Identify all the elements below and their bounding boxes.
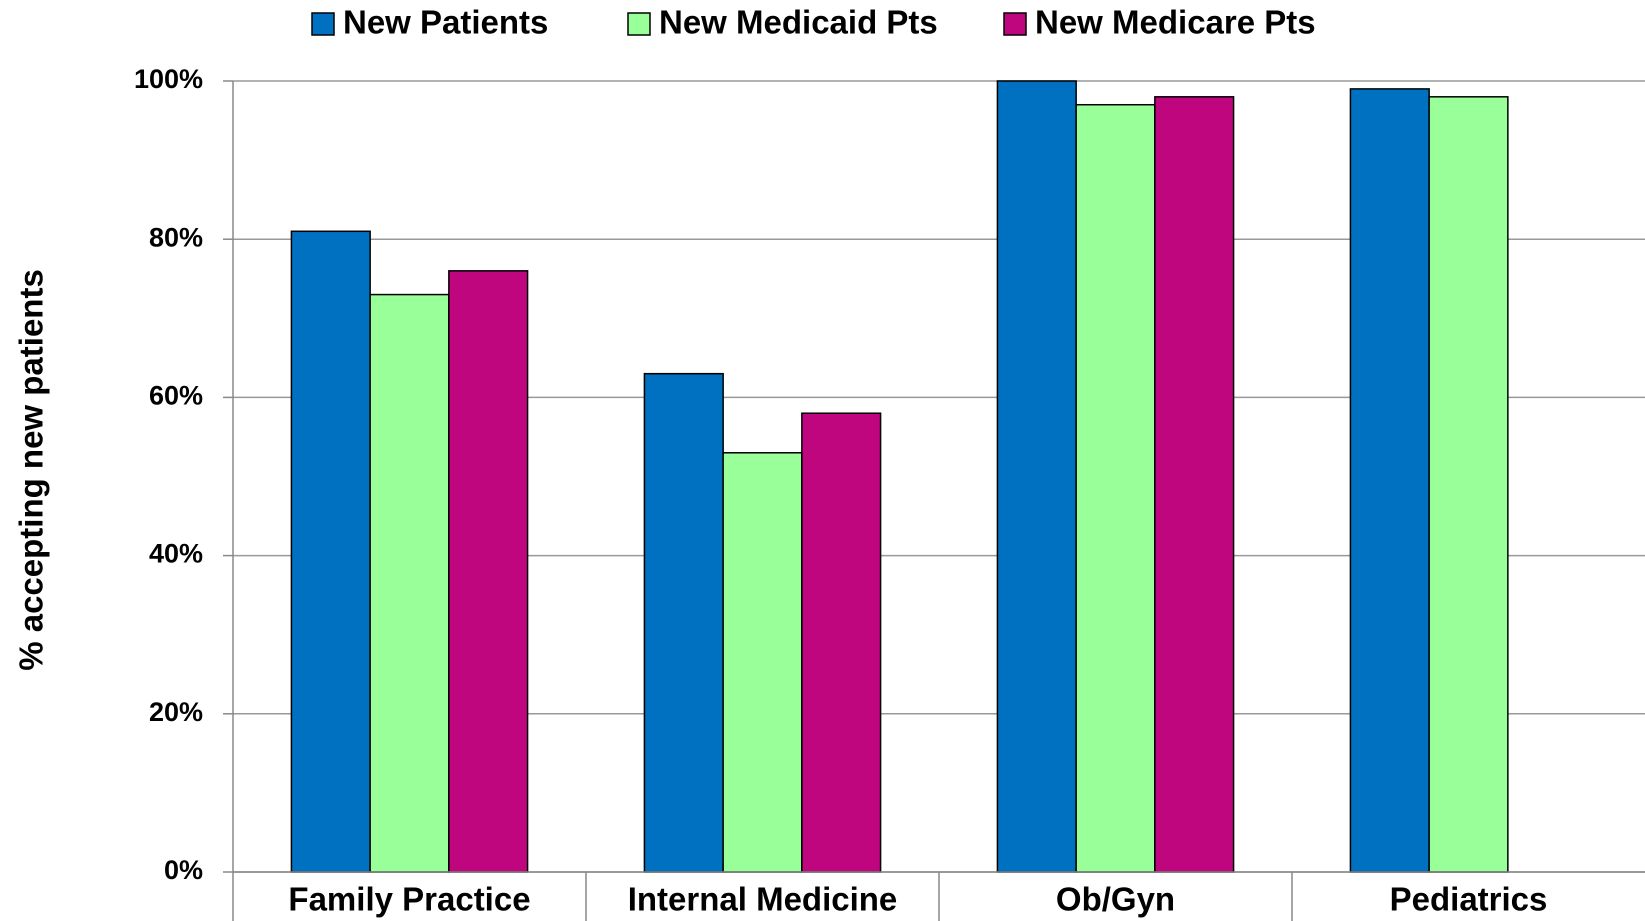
legend-swatch [311, 12, 335, 36]
legend-label: New Medicaid Pts [659, 4, 938, 41]
bar [1075, 103, 1156, 873]
y-tick-label: 40% [149, 539, 203, 569]
y-tick-label: 60% [149, 381, 203, 411]
y-tick-label: 0% [164, 855, 203, 885]
bar [1349, 88, 1430, 873]
bar [369, 293, 450, 873]
y-tick-label: 100% [134, 64, 203, 94]
y-tick-label: 20% [149, 697, 203, 727]
bar [290, 230, 371, 873]
legend-label: New Medicare Pts [1035, 4, 1316, 41]
bar [1428, 96, 1509, 873]
bar [801, 412, 882, 873]
bar [1154, 96, 1235, 873]
legend-swatch [627, 12, 651, 36]
bar [448, 270, 529, 873]
x-tick-label: Pediatrics [1390, 881, 1548, 918]
legend-label: New Patients [343, 4, 548, 41]
y-tick-label: 80% [149, 222, 203, 252]
x-tick-label: Ob/Gyn [1056, 881, 1175, 918]
x-tick-label: Internal Medicine [628, 881, 898, 918]
y-axis-title: % accepting new patients [13, 269, 50, 671]
bar [722, 452, 803, 873]
x-tick-label: Family Practice [288, 881, 530, 918]
legend-swatch [1003, 12, 1027, 36]
bar [643, 372, 724, 873]
bar [996, 80, 1077, 873]
